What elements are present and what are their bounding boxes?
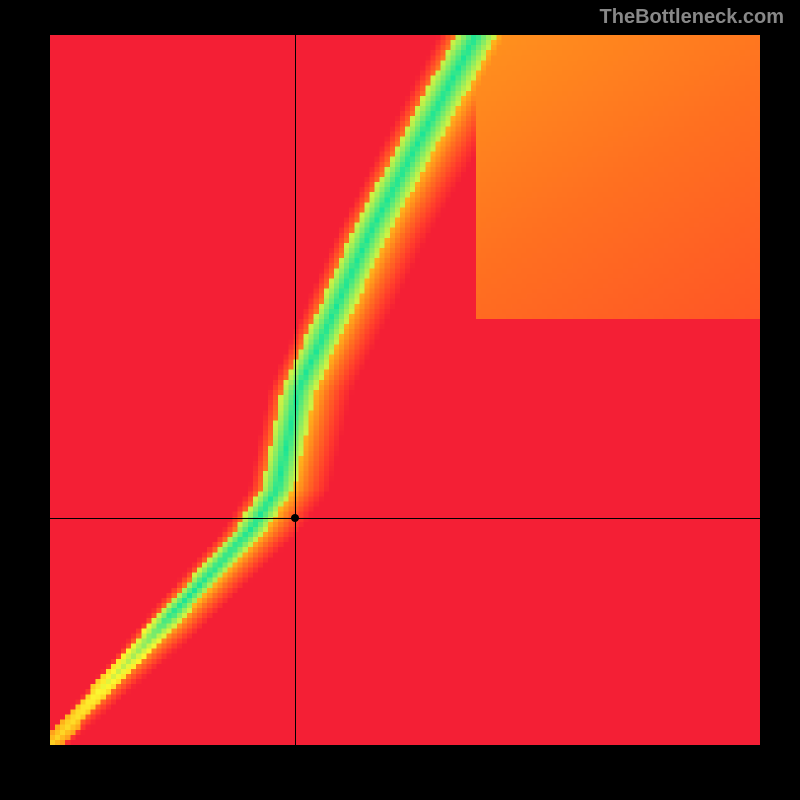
heatmap-canvas [50,35,760,745]
marker-dot [291,514,299,522]
crosshair-horizontal [50,518,760,519]
crosshair-vertical [295,35,296,745]
watermark-text: TheBottleneck.com [600,6,784,29]
heatmap-plot [50,35,760,745]
